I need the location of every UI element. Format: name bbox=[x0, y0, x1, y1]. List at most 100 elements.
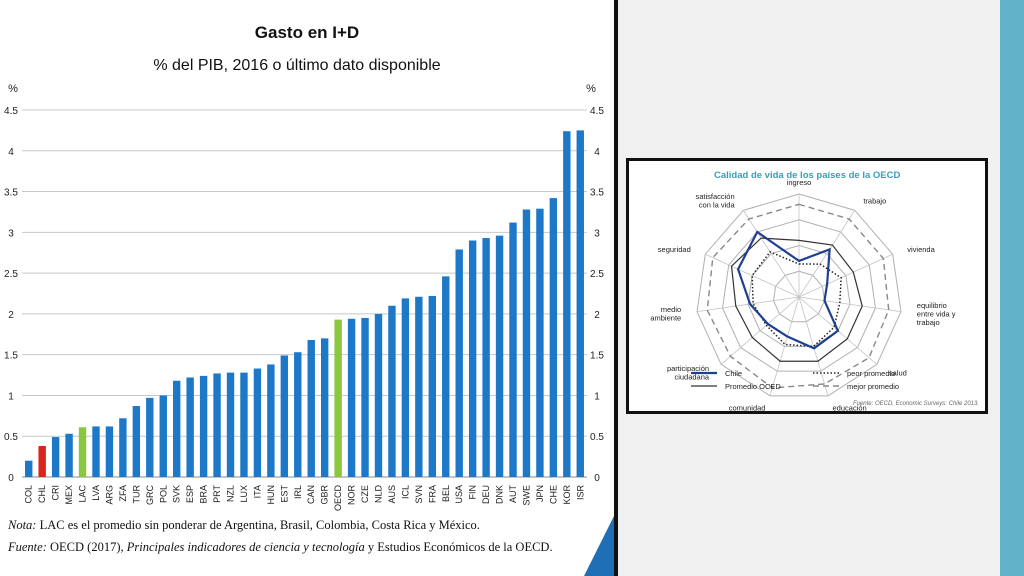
radar-axis-label: equilibrio bbox=[917, 301, 947, 310]
y-tick-label-right: 0 bbox=[594, 473, 600, 484]
y-tick-label-left: 4.5 bbox=[4, 106, 18, 117]
radar-spoke bbox=[798, 296, 902, 313]
bar-fra bbox=[428, 295, 436, 477]
bar-grc bbox=[146, 397, 154, 477]
radar-title: Calidad de vida de los países de la OECD bbox=[714, 170, 901, 181]
x-tick-label: PRT bbox=[212, 485, 222, 503]
bar-col bbox=[25, 460, 33, 477]
radar-grid-ring bbox=[696, 193, 902, 397]
radar-spoke bbox=[769, 296, 800, 396]
panel-divider bbox=[614, 0, 618, 576]
y-tick-label-right: 1.5 bbox=[590, 351, 604, 362]
bar-chl bbox=[38, 446, 46, 477]
x-tick-label: ICL bbox=[400, 485, 410, 499]
bar-kor bbox=[563, 131, 571, 477]
x-tick-label: SVN bbox=[414, 485, 424, 504]
x-tick-label: ZFA bbox=[118, 485, 128, 502]
y-tick-label-left: 4 bbox=[8, 147, 14, 158]
bar-zfa bbox=[119, 418, 127, 477]
y-tick-label-left: 3.5 bbox=[4, 188, 18, 199]
y-tick-label-left: 3 bbox=[8, 228, 14, 239]
bar-jpn bbox=[536, 208, 544, 477]
radar-grid-ring bbox=[722, 219, 876, 372]
x-tick-label: SVK bbox=[172, 485, 182, 503]
bar-usa bbox=[455, 249, 463, 477]
bar-icl bbox=[401, 298, 410, 477]
nota-line: Nota: LAC es el promedio sin ponderar de… bbox=[8, 514, 608, 536]
x-tick-label: CAN bbox=[306, 485, 316, 504]
x-tick-label: AUS bbox=[387, 485, 397, 504]
x-tick-label: EST bbox=[279, 485, 289, 503]
x-tick-label: COL bbox=[24, 485, 34, 504]
x-tick-label: KOR bbox=[562, 485, 572, 505]
bar-nor bbox=[347, 318, 356, 477]
nota-label: Nota: bbox=[8, 518, 37, 532]
radar-axis-label: con la vida bbox=[699, 201, 736, 210]
y-tick-label-left: 2 bbox=[8, 310, 14, 321]
bar-swe bbox=[522, 209, 531, 477]
y-tick-label-right: 1 bbox=[594, 391, 600, 402]
bar-esp bbox=[186, 377, 194, 477]
x-tick-label: CRI bbox=[51, 485, 61, 501]
y-tick-label-right: 2.5 bbox=[590, 269, 604, 280]
bar-prt bbox=[213, 373, 221, 477]
x-tick-label: ISR bbox=[575, 485, 585, 501]
radar-axis-label: medio bbox=[661, 305, 681, 314]
bar-can bbox=[307, 339, 315, 477]
chart-notes: Nota: LAC es el promedio sin ponderar de… bbox=[8, 514, 608, 558]
y-tick-label-left: 1 bbox=[8, 391, 14, 402]
bar-isr bbox=[576, 130, 584, 477]
radar-spoke bbox=[696, 296, 800, 313]
x-tick-label: JPN bbox=[535, 485, 545, 502]
radar-axis-label: ingreso bbox=[787, 178, 812, 187]
y-tick-label-right: 4.5 bbox=[590, 106, 604, 117]
x-tick-label: LAC bbox=[78, 485, 88, 503]
bar-oecd bbox=[334, 319, 342, 477]
x-tick-label: FRA bbox=[427, 485, 437, 503]
radar-series-peor-promedio bbox=[751, 251, 842, 348]
radar-axis-label: comunidad bbox=[729, 403, 766, 411]
radar-spoke bbox=[798, 253, 893, 298]
y-unit-right: % bbox=[586, 83, 596, 95]
y-unit-left: % bbox=[8, 83, 18, 95]
x-tick-label: MEX bbox=[64, 485, 74, 505]
nota-text: LAC es el promedio sin ponderar de Argen… bbox=[39, 518, 480, 532]
left-panel: Gasto en I+D % del PIB, 2016 o último dat… bbox=[4, 23, 608, 558]
bar-nzl bbox=[226, 372, 235, 477]
bar-lac bbox=[78, 427, 87, 477]
radar-series-chile bbox=[736, 230, 840, 350]
bar-svk bbox=[173, 380, 181, 477]
x-tick-label: IRL bbox=[293, 485, 303, 499]
radar-axis-label: salud bbox=[889, 368, 907, 377]
x-tick-label: TUR bbox=[131, 485, 141, 504]
radar-axis-label: trabajo bbox=[917, 318, 940, 327]
bar-deu bbox=[482, 238, 490, 477]
bar-arg bbox=[105, 426, 114, 477]
x-tick-label: USA bbox=[454, 485, 464, 504]
y-tick-label-right: 2 bbox=[594, 310, 600, 321]
radar-spoke bbox=[798, 210, 856, 298]
bar-tur bbox=[132, 406, 141, 477]
x-tick-label: GRC bbox=[145, 485, 155, 506]
y-tick-label-left: 0 bbox=[8, 473, 14, 484]
fuente-italic: Principales indicadores de ciencia y tec… bbox=[126, 540, 365, 554]
radar-axis-label: ambiente bbox=[650, 314, 681, 323]
bar-fin bbox=[468, 240, 477, 477]
radar-inset: Calidad de vida de los países de la OECD… bbox=[626, 158, 988, 414]
bar-lux bbox=[240, 372, 248, 477]
bar-gbr bbox=[320, 338, 329, 477]
x-tick-label: POL bbox=[158, 485, 168, 503]
radar-spoke bbox=[705, 253, 800, 298]
radar-axis-label: entre vida y bbox=[917, 309, 956, 318]
x-tick-label: ITA bbox=[252, 485, 262, 498]
radar-axis-label: participación bbox=[667, 364, 709, 373]
corner-accent-shape bbox=[584, 516, 614, 576]
radar-axis-label: vivienda bbox=[907, 245, 935, 254]
radar-spoke bbox=[742, 210, 800, 298]
radar-legend-label: peor promedio bbox=[847, 369, 895, 378]
x-tick-label: BRA bbox=[199, 485, 209, 504]
radar-legend-label: mejor promedio bbox=[847, 382, 899, 391]
x-tick-label: NZL bbox=[226, 485, 236, 502]
x-tick-label: CHL bbox=[37, 485, 47, 503]
bar-nld bbox=[374, 313, 383, 477]
